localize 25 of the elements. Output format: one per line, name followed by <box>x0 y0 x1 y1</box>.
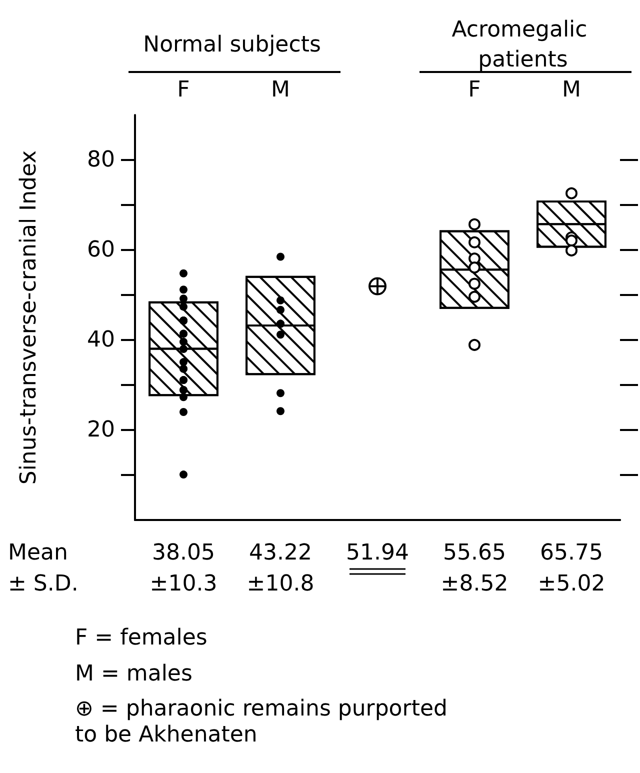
text: 51.94 <box>346 540 409 566</box>
y-tick-label: 40 <box>87 328 115 352</box>
x-tick-label: F <box>177 78 190 102</box>
text: ± S.D. <box>8 572 78 596</box>
y-tick-label: 80 <box>87 148 115 172</box>
y-tick-label: 20 <box>87 418 115 442</box>
text: F = females <box>75 626 208 650</box>
text: Acromegalic patients <box>452 18 594 72</box>
text: ±8.52 <box>440 572 508 596</box>
x-tick-label: F <box>468 78 481 102</box>
y-tick-label: 60 <box>87 238 115 262</box>
text: 38.05 <box>152 540 215 566</box>
x-tick-label: M <box>562 78 581 102</box>
text: M = males <box>75 662 192 686</box>
text: 43.22 <box>249 540 312 566</box>
text: ±10.3 <box>150 572 218 596</box>
text: ⊕ = pharaonic remains purported to be Akhenaten <box>75 696 454 748</box>
text: 65.75 <box>540 540 603 566</box>
x-tick-label: M <box>271 78 290 102</box>
y-axis-title: Sinus-transverse-cranial Index <box>16 150 42 485</box>
text: ±5.02 <box>538 572 606 596</box>
text: 55.65 <box>443 540 506 566</box>
text: ±10.8 <box>246 572 314 596</box>
text: Normal subjects <box>143 32 321 58</box>
text: Mean <box>8 540 68 566</box>
